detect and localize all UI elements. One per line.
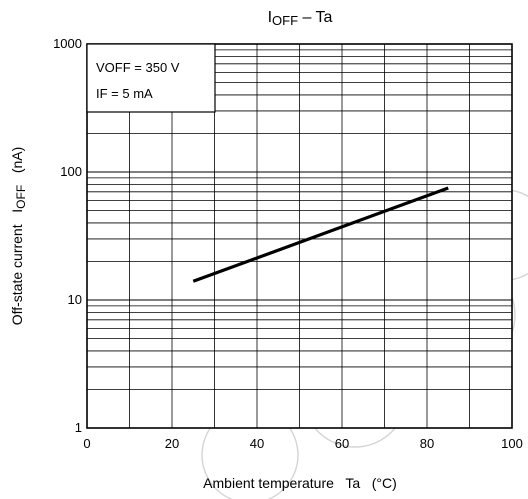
legend-frame xyxy=(86,43,216,113)
series-layer xyxy=(192,186,449,283)
condition-if: IF = 5 mA xyxy=(96,86,153,101)
y-tick-label: 100 xyxy=(60,164,82,179)
chart-title: IOFF – Ta xyxy=(268,9,333,28)
x-tick-label: 40 xyxy=(250,436,264,451)
x-tick-label: 0 xyxy=(83,436,90,451)
y-tick-label: 1 xyxy=(75,420,82,435)
y-tick-label: 10 xyxy=(68,292,82,307)
y-axis-label: Off-state current IOFF (nA) xyxy=(9,147,28,326)
legend-box: VOFF = 350 V IF = 5 mA xyxy=(86,43,216,113)
y-tick-label: 1000 xyxy=(53,36,82,51)
x-axis-label: Ambient temperature Ta (°C) xyxy=(203,475,397,491)
y-tick-labels: 1 10 100 1000 xyxy=(53,36,82,435)
x-tick-label: 80 xyxy=(420,436,434,451)
x-tick-label: 20 xyxy=(165,436,179,451)
x-tick-label: 100 xyxy=(501,436,523,451)
condition-voff: VOFF = 350 V xyxy=(96,60,180,75)
x-tick-label: 60 xyxy=(335,436,349,451)
plot-frame xyxy=(86,43,513,429)
x-tick-labels: 0 20 40 60 80 100 xyxy=(83,436,522,451)
series-line xyxy=(192,186,449,283)
